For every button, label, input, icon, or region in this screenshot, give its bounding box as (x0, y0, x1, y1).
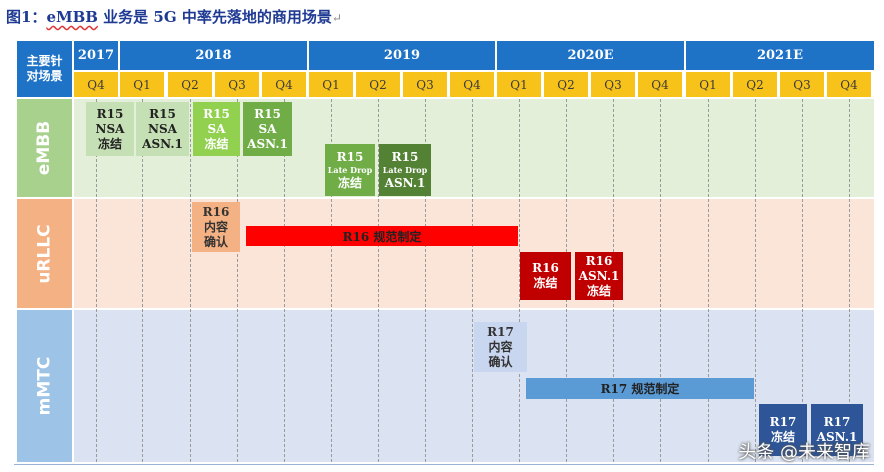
quarter-cell: Q1 (686, 72, 730, 97)
row-label-embb: eMBB (17, 99, 72, 197)
r17-freeze-box: R17 冻结 (759, 404, 807, 456)
quarter-gridline (142, 99, 143, 462)
watermark: 头条 @未来智库 (738, 442, 870, 463)
quarter-gridline (331, 99, 332, 462)
figure-title: 图1：eMBB 业务是 5G 中率先落地的商用场景↵ (6, 6, 342, 27)
row-label-mmtc: mMTC (17, 310, 72, 462)
quarter-gridline (519, 99, 520, 462)
quarter-cell: Q4 (74, 72, 118, 97)
quarter-gridline (237, 99, 238, 462)
year-2017: 2017 (74, 41, 118, 70)
quarter-gridline (378, 99, 379, 462)
quarter-gridline (802, 99, 803, 462)
quarter-cell: Q2 (356, 72, 400, 97)
r15-late-drop-freeze-box: R15 Late Drop 冻结 (325, 144, 375, 196)
quarter-cell: Q3 (591, 72, 635, 97)
quarter-cell: Q4 (262, 72, 306, 97)
year-2020e: 2020E (497, 41, 684, 70)
quarter-gridline (190, 99, 191, 462)
quarter-cell: Q1 (497, 72, 541, 97)
quarter-cell: Q2 (168, 72, 212, 97)
r15-sa-asn-box: R15 SA ASN.1 (243, 102, 292, 156)
r17-asn-box: R17 ASN.1 (811, 404, 863, 456)
year-2019: 2019 (309, 41, 495, 70)
quarter-gridline (660, 99, 661, 462)
quarter-gridline (755, 99, 756, 462)
r15-late-drop-asn-box: R15 Late Drop ASN.1 (379, 144, 431, 196)
quarter-gridline (425, 99, 426, 462)
bottom-rule (14, 464, 874, 465)
year-2018: 2018 (120, 41, 307, 70)
title-rest: 业务是 5G 中率先落地的商用场景 (97, 8, 332, 26)
title-prefix: 图1： (6, 8, 47, 26)
r15-nsa-asn-box: R15 NSA ASN.1 (136, 102, 189, 156)
quarter-gridline (708, 99, 709, 462)
row-label-urllc: uRLLC (17, 199, 72, 308)
return-mark: ↵ (331, 11, 342, 25)
title-brand: eMBB (46, 8, 98, 26)
r16-freeze-box: R16 冻结 (520, 252, 571, 300)
quarter-cell: Q4 (638, 72, 682, 97)
quarter-cell: Q2 (544, 72, 588, 97)
quarter-cell: Q3 (215, 72, 259, 97)
quarter-gridline (849, 99, 850, 462)
r17-content-confirm-box: R17 内容 确认 (474, 322, 527, 372)
r16-content-confirm-box: R16 内容 确认 (192, 202, 240, 252)
year-2021e: 2021E (686, 41, 874, 70)
r15-sa-freeze-box: R15 SA 冻结 (193, 102, 240, 156)
quarter-cell: Q1 (309, 72, 353, 97)
quarter-gridline (472, 99, 473, 462)
quarter-cell: Q1 (120, 72, 164, 97)
corner-label: 主要针 对场景 (17, 41, 72, 97)
r16-spec-bar: R16 规范制定 (246, 226, 518, 246)
r16-asn-freeze-box: R16 ASN.1 冻结 (575, 252, 623, 300)
r15-nsa-freeze-box: R15 NSA 冻结 (86, 102, 134, 156)
quarter-cell: Q3 (403, 72, 447, 97)
quarter-cell: Q3 (780, 72, 824, 97)
quarter-cell: Q2 (733, 72, 777, 97)
quarter-gridline (284, 99, 285, 462)
r17-spec-bar: R17 规范制定 (526, 378, 754, 399)
quarter-cell: Q4 (450, 72, 494, 97)
quarter-gridline (96, 99, 97, 462)
quarter-cell: Q4 (827, 72, 871, 97)
